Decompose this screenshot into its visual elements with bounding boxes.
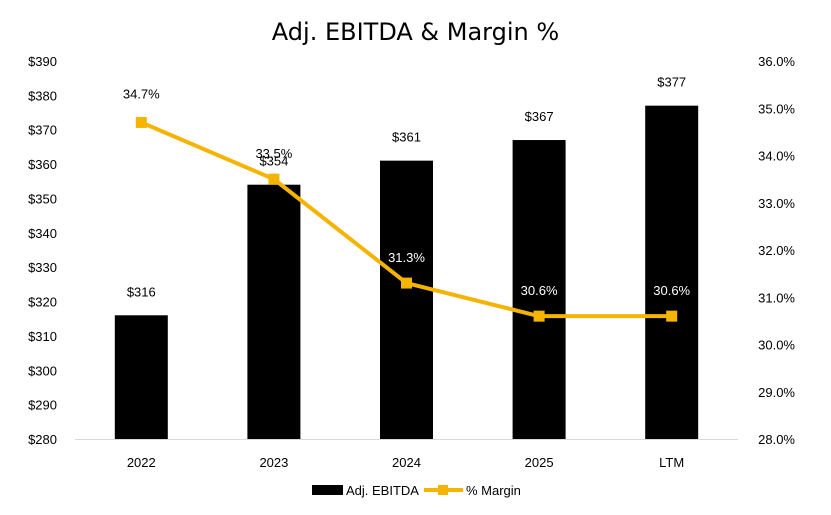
legend-line-marker: [438, 485, 448, 495]
left-axis-tick-label: $360: [28, 157, 57, 172]
left-axis-tick-label: $290: [28, 398, 57, 413]
left-axis-tick-label: $390: [28, 54, 57, 69]
x-axis-tick-label: 2023: [259, 455, 288, 470]
left-axis-tick-label: $310: [28, 329, 57, 344]
line-data-labels: 34.7% 33.5% 31.3% 30.6% 30.6%: [123, 86, 691, 298]
x-axis-ticks: 2022 2023 2024 2025 LTM: [127, 455, 684, 470]
x-axis-tick-label: LTM: [659, 455, 684, 470]
left-axis-tick-label: $320: [28, 295, 57, 310]
x-axis-tick-label: 2025: [525, 455, 554, 470]
margin-marker: [135, 116, 147, 128]
right-axis-tick-label: 32.0%: [758, 243, 795, 258]
right-axis-tick-label: 36.0%: [758, 54, 795, 69]
line-data-label: 31.3%: [388, 250, 425, 265]
right-axis: 28.0% 29.0% 30.0% 31.0% 32.0% 33.0% 34.0% 35.0%…: [758, 54, 795, 447]
line-data-label: 30.6%: [653, 283, 690, 298]
left-axis-tick-label: $340: [28, 226, 57, 241]
legend: Adj. EBITDA % Margin: [312, 483, 521, 498]
margin-marker: [666, 310, 678, 322]
left-axis-tick-label: $380: [28, 88, 57, 103]
left-axis-tick-label: $280: [28, 432, 57, 447]
line-data-label: 34.7%: [123, 86, 160, 101]
right-axis-tick-label: 33.0%: [758, 196, 795, 211]
bar-2025: [512, 140, 566, 439]
x-axis-tick-label: 2024: [392, 455, 421, 470]
left-axis-tick-label: $350: [28, 191, 57, 206]
bar-series: [114, 105, 699, 439]
line-data-label: 30.6%: [521, 283, 558, 298]
bar-data-label: $377: [657, 75, 686, 90]
left-axis-tick-label: $300: [28, 363, 57, 378]
bar-data-label: $354: [259, 154, 288, 169]
bar-data-label: $367: [525, 109, 554, 124]
right-axis-tick-label: 28.0%: [758, 432, 795, 447]
left-axis-tick-label: $370: [28, 123, 57, 138]
margin-marker: [401, 277, 412, 289]
bar-2023: [247, 184, 301, 439]
bar-LTM: [645, 105, 699, 439]
bar-data-labels: $316 $354 $361 $367 $377: [127, 75, 686, 300]
margin-line-series: [135, 116, 678, 322]
bar-2024: [380, 160, 433, 439]
right-axis-tick-label: 34.0%: [758, 149, 795, 164]
right-axis-tick-label: 29.0%: [758, 385, 795, 400]
bar-data-label: $316: [127, 284, 156, 299]
right-axis-tick-label: 35.0%: [758, 101, 795, 116]
left-axis-tick-label: $330: [28, 260, 57, 275]
bar-2022: [114, 315, 168, 439]
chart-title: Adj. EBITDA & Margin %: [271, 18, 560, 46]
right-axis-tick-label: 30.0%: [758, 338, 795, 353]
legend-bar-swatch: [312, 485, 343, 495]
margin-marker: [533, 310, 545, 322]
x-axis-tick-label: 2022: [127, 455, 156, 470]
margin-marker: [268, 173, 280, 185]
legend-line-label: % Margin: [466, 483, 521, 498]
left-axis: $280 $290 $300 $310 $320 $330 $340 $350 $360 $370…: [28, 54, 57, 447]
legend-bar-label: Adj. EBITDA: [346, 483, 419, 498]
line-data-label: 33.5%: [255, 146, 292, 161]
bar-data-label: $361: [392, 130, 421, 145]
right-axis-tick-label: 31.0%: [758, 290, 795, 305]
